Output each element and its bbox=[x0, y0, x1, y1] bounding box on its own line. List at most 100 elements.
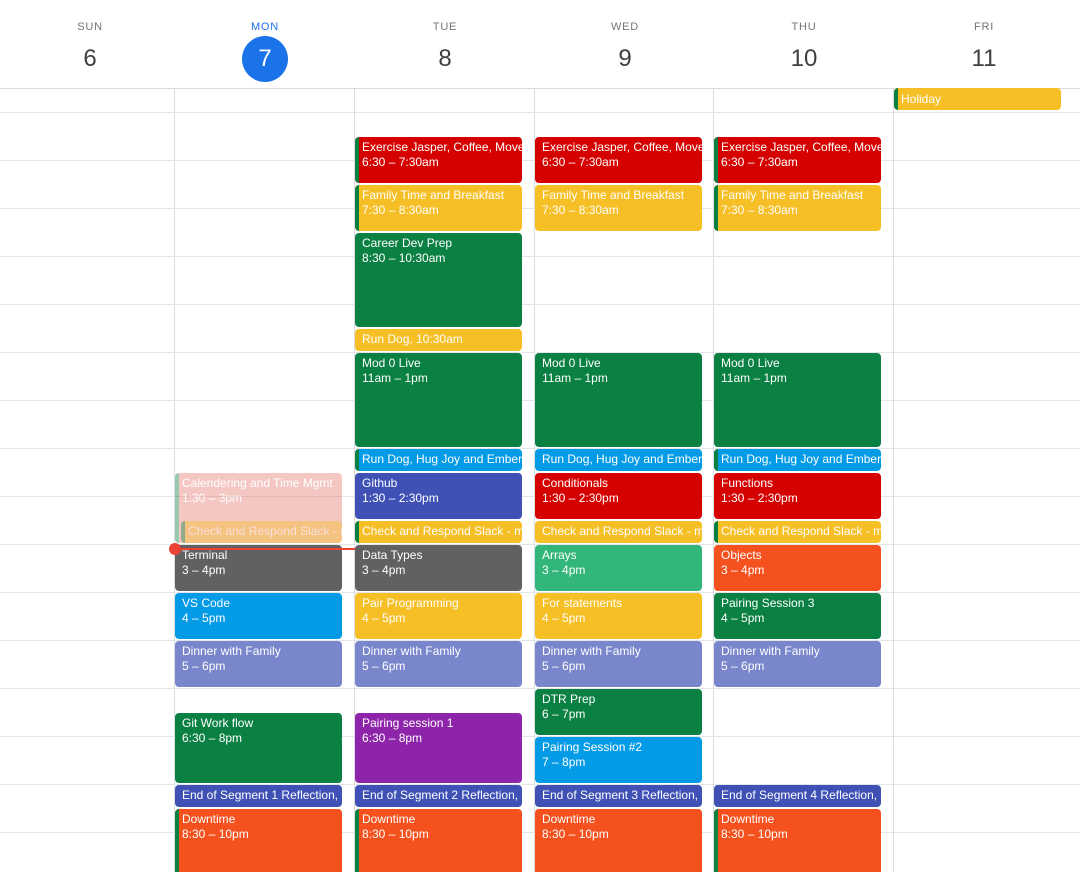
day-of-week-label: TUE bbox=[432, 21, 458, 33]
date-number[interactable]: 10 bbox=[790, 45, 818, 72]
event-title: Dinner with Family bbox=[182, 644, 281, 658]
event-conditionals[interactable]: Conditionals 1:30 – 2:30pm bbox=[535, 473, 702, 519]
event-title: Career Dev Prep bbox=[362, 236, 453, 250]
event-pairing-session-2[interactable]: Pairing Session #2 7 – 8pm bbox=[535, 737, 702, 783]
day-of-week-label: THU bbox=[791, 21, 817, 33]
event-mod-0-live[interactable]: Mod 0 Live 11am – 1pm bbox=[355, 353, 522, 447]
event-time: 6:30 – 7:30am bbox=[721, 155, 798, 169]
event-time: 3 – 4pm bbox=[542, 563, 586, 577]
event-end-of-segment-1-reflection[interactable]: End of Segment 1 Reflection, bbox=[175, 785, 342, 807]
event-mod-0-live[interactable]: Mod 0 Live 11am – 1pm bbox=[535, 353, 702, 447]
event-check-and-respond-slack-m[interactable]: Check and Respond Slack - m bbox=[535, 521, 702, 543]
event-color-bar bbox=[181, 521, 185, 543]
event-git-work-flow[interactable]: Git Work flow 6:30 – 8pm bbox=[175, 713, 342, 783]
day-header-mon[interactable]: MON 7 bbox=[175, 0, 355, 88]
event-time: 7:30 – 8:30am bbox=[721, 203, 798, 217]
event-time: 6 – 7pm bbox=[542, 707, 586, 721]
event-title: End of Segment 2 Reflection, bbox=[362, 788, 519, 802]
event-title: Check and Respond Slack - m bbox=[721, 524, 881, 538]
day-header-tue[interactable]: TUE 8 bbox=[355, 0, 535, 88]
event-pair-programming[interactable]: Pair Programming 4 – 5pm bbox=[355, 593, 522, 639]
hour-gridline bbox=[0, 544, 1080, 545]
event-dinner-with-family[interactable]: Dinner with Family 5 – 6pm bbox=[714, 641, 881, 687]
event-check-and-respond-slack-m[interactable]: Check and Respond Slack - m bbox=[355, 521, 522, 543]
event-exercise-jasper-coffee-move[interactable]: Exercise Jasper, Coffee, Move 6:30 – 7:30… bbox=[535, 137, 702, 183]
event-dinner-with-family[interactable]: Dinner with Family 5 – 6pm bbox=[535, 641, 702, 687]
day-header-thu[interactable]: THU 10 bbox=[714, 0, 894, 88]
event-title: Run Dog bbox=[362, 332, 410, 346]
event-family-time-and-breakfast[interactable]: Family Time and Breakfast 7:30 – 8:30am bbox=[535, 185, 702, 231]
event-run-dog-hug-joy-and-ember[interactable]: Run Dog, Hug Joy and Ember bbox=[355, 449, 522, 471]
event-terminal[interactable]: Terminal 3 – 4pm bbox=[175, 545, 342, 591]
event-title: Terminal bbox=[182, 548, 228, 562]
day-header-wed[interactable]: WED 9 bbox=[535, 0, 715, 88]
event-run-dog-hug-joy-and-ember[interactable]: Run Dog, Hug Joy and Ember bbox=[714, 449, 881, 471]
date-number[interactable]: 7 bbox=[242, 36, 288, 82]
event-dinner-with-family[interactable]: Dinner with Family 5 – 6pm bbox=[175, 641, 342, 687]
event-time: 1:30 – 3pm bbox=[182, 491, 243, 505]
event-downtime[interactable]: Downtime 8:30 – 10pm bbox=[535, 809, 702, 872]
event-functions[interactable]: Functions 1:30 – 2:30pm bbox=[714, 473, 881, 519]
date-number[interactable]: 8 bbox=[438, 45, 452, 72]
event-calendering-and-time-mgmt[interactable]: Calendering and Time Mgmt 1:30 – 3pm bbox=[175, 473, 342, 543]
event-family-time-and-breakfast[interactable]: Family Time and Breakfast 7:30 – 8:30am bbox=[714, 185, 881, 231]
event-title: Arrays bbox=[542, 548, 577, 562]
event-end-of-segment-2-reflection[interactable]: End of Segment 2 Reflection, bbox=[355, 785, 522, 807]
event-time: 5 – 6pm bbox=[542, 659, 586, 673]
event-title: Pairing Session #2 bbox=[542, 740, 643, 754]
event-title: Downtime bbox=[721, 812, 775, 826]
event-color-bar bbox=[894, 88, 898, 110]
event-downtime[interactable]: Downtime 8:30 – 10pm bbox=[714, 809, 881, 872]
date-number[interactable]: 6 bbox=[83, 45, 97, 72]
event-check-and-respond-slack-m[interactable]: Check and Respond Slack - m bbox=[181, 521, 342, 543]
event-title: Conditionals bbox=[542, 476, 609, 490]
event-time: 1:30 – 2:30pm bbox=[721, 491, 798, 505]
event-exercise-jasper-coffee-move[interactable]: Exercise Jasper, Coffee, Move 6:30 – 7:30… bbox=[714, 137, 881, 183]
event-family-time-and-breakfast[interactable]: Family Time and Breakfast 7:30 – 8:30am bbox=[355, 185, 522, 231]
event-check-and-respond-slack-m[interactable]: Check and Respond Slack - m bbox=[714, 521, 881, 543]
event-pairing-session-1[interactable]: Pairing session 1 6:30 – 8pm bbox=[355, 713, 522, 783]
event-title: Family Time and Breakfast bbox=[542, 188, 685, 202]
event-color-bar bbox=[355, 521, 359, 543]
day-header-fri[interactable]: FRI 11 bbox=[894, 0, 1074, 88]
event-github[interactable]: Github 1:30 – 2:30pm bbox=[355, 473, 522, 519]
event-title: Check and Respond Slack - m bbox=[542, 524, 702, 538]
event-vs-code[interactable]: VS Code 4 – 5pm bbox=[175, 593, 342, 639]
event-objects[interactable]: Objects 3 – 4pm bbox=[714, 545, 881, 591]
event-title: Pair Programming bbox=[362, 596, 459, 610]
event-time: 1:30 – 2:30pm bbox=[542, 491, 619, 505]
event-time: 4 – 5pm bbox=[721, 611, 765, 625]
event-arrays[interactable]: Arrays 3 – 4pm bbox=[535, 545, 702, 591]
event-time: 7 – 8pm bbox=[542, 755, 586, 769]
event-run-dog[interactable]: Run Dog10:30am bbox=[355, 329, 522, 351]
event-title: Exercise Jasper, Coffee, Move bbox=[721, 140, 881, 154]
event-downtime[interactable]: Downtime 8:30 – 10pm bbox=[355, 809, 522, 872]
event-downtime[interactable]: Downtime 8:30 – 10pm bbox=[175, 809, 342, 872]
event-run-dog-hug-joy-and-ember[interactable]: Run Dog, Hug Joy and Ember bbox=[535, 449, 702, 471]
event-title: End of Segment 1 Reflection, bbox=[182, 788, 339, 802]
day-header-sun[interactable]: SUN 6 bbox=[0, 0, 180, 88]
day-of-week-label: FRI bbox=[973, 21, 995, 33]
event-title: Mod 0 Live bbox=[542, 356, 601, 370]
event-mod-0-live[interactable]: Mod 0 Live 11am – 1pm bbox=[714, 353, 881, 447]
event-dinner-with-family[interactable]: Dinner with Family 5 – 6pm bbox=[355, 641, 522, 687]
event-dtr-prep[interactable]: DTR Prep 6 – 7pm bbox=[535, 689, 702, 735]
event-title: Downtime bbox=[182, 812, 236, 826]
event-time: 6:30 – 8pm bbox=[182, 731, 243, 745]
event-time: 3 – 4pm bbox=[721, 563, 765, 577]
event-time: 6:30 – 7:30am bbox=[362, 155, 439, 169]
event-career-dev-prep[interactable]: Career Dev Prep 8:30 – 10:30am bbox=[355, 233, 522, 327]
day-of-week-label: WED bbox=[610, 21, 640, 33]
event-title: Objects bbox=[721, 548, 762, 562]
event-end-of-segment-4-reflection[interactable]: End of Segment 4 Reflection, bbox=[714, 785, 881, 807]
event-end-of-segment-3-reflection[interactable]: End of Segment 3 Reflection, bbox=[535, 785, 702, 807]
date-number[interactable]: 9 bbox=[618, 45, 632, 72]
event-title: Calendering and Time Mgmt bbox=[182, 476, 333, 490]
event-data-types[interactable]: Data Types 3 – 4pm bbox=[355, 545, 522, 591]
date-number[interactable]: 11 bbox=[971, 45, 997, 72]
event-for-statements[interactable]: For statements 4 – 5pm bbox=[535, 593, 702, 639]
all-day-event[interactable]: Holiday bbox=[894, 88, 1061, 110]
event-title: Exercise Jasper, Coffee, Move bbox=[362, 140, 522, 154]
event-exercise-jasper-coffee-move[interactable]: Exercise Jasper, Coffee, Move 6:30 – 7:30… bbox=[355, 137, 522, 183]
